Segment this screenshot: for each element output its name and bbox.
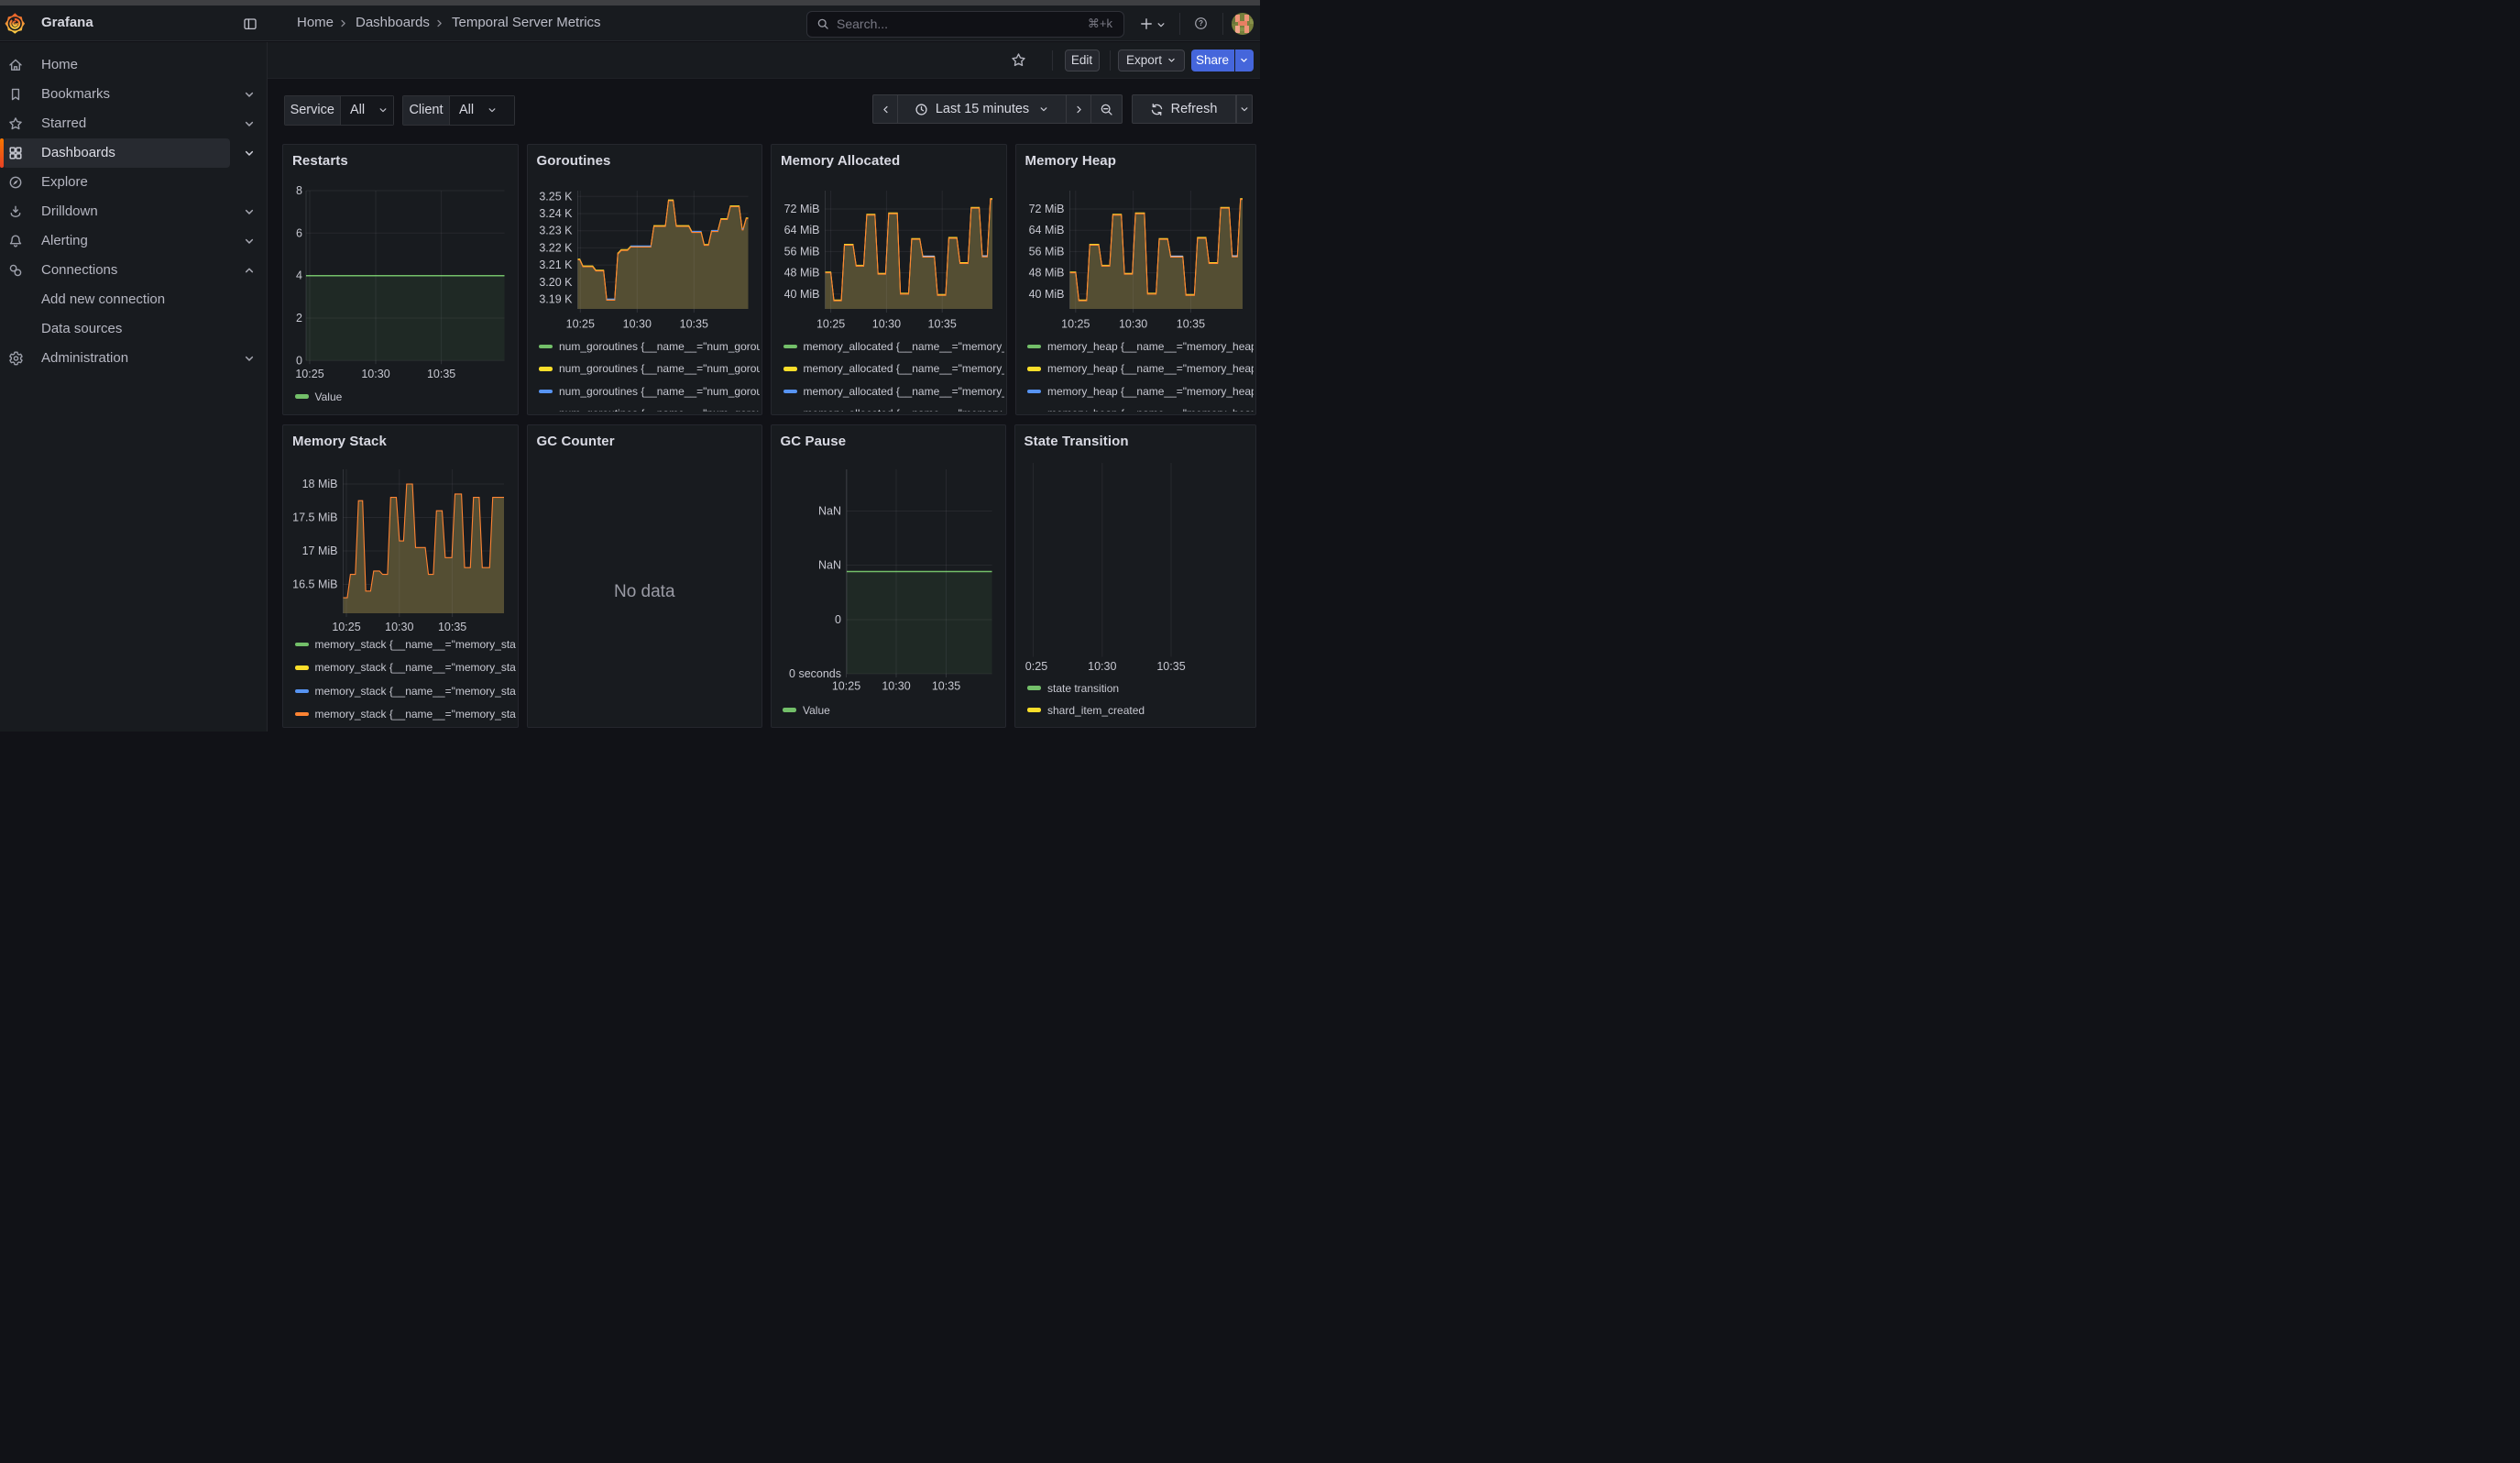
svg-text:10:25: 10:25 <box>565 318 594 331</box>
svg-text:10:30: 10:30 <box>622 318 651 331</box>
svg-text:8: 8 <box>296 184 302 197</box>
svg-text:48 MiB: 48 MiB <box>784 267 820 280</box>
svg-text:10:35: 10:35 <box>1156 660 1185 673</box>
svg-text:3.22 K: 3.22 K <box>539 241 573 254</box>
svg-text:17 MiB: 17 MiB <box>302 544 338 557</box>
svg-text:10:30: 10:30 <box>872 318 901 331</box>
svg-text:10:30: 10:30 <box>385 621 413 633</box>
svg-text:10:35: 10:35 <box>1176 318 1204 331</box>
svg-text:64 MiB: 64 MiB <box>784 224 820 236</box>
svg-text:?: ? <box>1199 19 1203 28</box>
svg-text:40 MiB: 40 MiB <box>784 288 820 301</box>
svg-text:64 MiB: 64 MiB <box>1028 224 1064 236</box>
svg-text:10:30: 10:30 <box>361 368 389 380</box>
svg-text:3.23 K: 3.23 K <box>539 225 573 237</box>
svg-text:3.21 K: 3.21 K <box>539 258 573 271</box>
svg-text:56 MiB: 56 MiB <box>784 245 820 258</box>
svg-text:10:35: 10:35 <box>427 368 455 380</box>
svg-text:56 MiB: 56 MiB <box>1028 245 1064 258</box>
svg-text:10:25: 10:25 <box>816 318 845 331</box>
svg-text:3.24 K: 3.24 K <box>539 207 573 220</box>
svg-text:48 MiB: 48 MiB <box>1028 267 1064 280</box>
svg-text:10:25: 10:25 <box>295 368 323 380</box>
svg-text:NaN: NaN <box>817 504 840 517</box>
svg-text:4: 4 <box>296 270 302 282</box>
svg-text:6: 6 <box>296 226 302 239</box>
svg-text:10:25: 10:25 <box>332 621 360 633</box>
svg-text:40 MiB: 40 MiB <box>1028 288 1064 301</box>
svg-text:10:25: 10:25 <box>831 679 860 692</box>
svg-text:17.5 MiB: 17.5 MiB <box>292 511 337 523</box>
svg-text:72 MiB: 72 MiB <box>784 203 820 215</box>
svg-text:0: 0 <box>296 354 302 367</box>
svg-text:10:35: 10:35 <box>438 621 466 633</box>
svg-text:16.5 MiB: 16.5 MiB <box>292 578 337 590</box>
svg-text:10:30: 10:30 <box>1088 660 1116 673</box>
svg-text:NaN: NaN <box>817 558 840 571</box>
svg-text:10:25: 10:25 <box>1025 660 1047 673</box>
svg-text:10:35: 10:35 <box>928 318 957 331</box>
svg-text:10:35: 10:35 <box>679 318 707 331</box>
svg-text:10:30: 10:30 <box>882 679 910 692</box>
svg-text:10:30: 10:30 <box>1118 318 1146 331</box>
svg-text:10:35: 10:35 <box>931 679 959 692</box>
svg-text:10:25: 10:25 <box>1061 318 1090 331</box>
svg-text:3.19 K: 3.19 K <box>539 293 573 306</box>
svg-text:18 MiB: 18 MiB <box>302 478 338 490</box>
svg-text:0: 0 <box>835 613 841 626</box>
svg-text:2: 2 <box>296 312 302 324</box>
svg-text:0 seconds: 0 seconds <box>789 667 841 680</box>
svg-text:3.20 K: 3.20 K <box>539 276 573 289</box>
svg-text:72 MiB: 72 MiB <box>1028 203 1064 215</box>
svg-text:3.25 K: 3.25 K <box>539 190 573 203</box>
